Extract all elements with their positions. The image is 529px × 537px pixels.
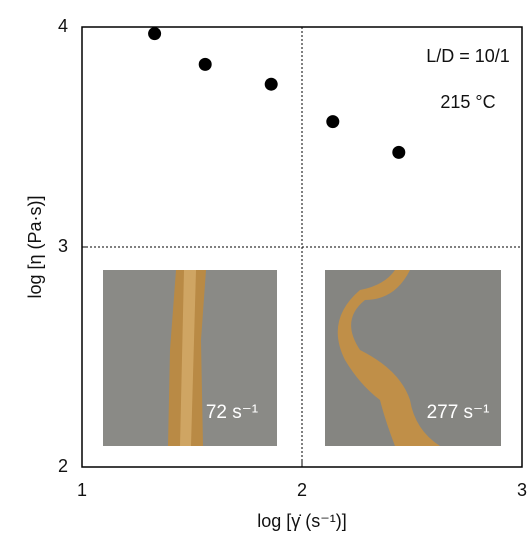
data-point — [264, 77, 278, 91]
data-point — [326, 115, 340, 129]
x-tick-label: 2 — [297, 480, 307, 500]
x-axis-label: log [γ̇ (s⁻¹)] — [257, 511, 347, 531]
y-tick-label: 4 — [58, 16, 68, 36]
y-tick-label: 2 — [58, 456, 68, 476]
photo-label: 277 s⁻¹ — [427, 402, 490, 423]
x-tick-label: 3 — [517, 480, 527, 500]
photo-label: 72 s⁻¹ — [206, 402, 258, 423]
y-axis-label: log [η (Pa·s)] — [25, 195, 45, 298]
annotation: 215 °C — [440, 92, 495, 112]
inset-photo — [325, 270, 501, 446]
data-point — [392, 145, 406, 159]
data-point — [198, 57, 212, 71]
y-tick-label: 3 — [58, 236, 68, 256]
data-point — [148, 27, 162, 41]
x-tick-label: 1 — [77, 480, 87, 500]
annotation: L/D = 10/1 — [426, 46, 510, 66]
inset-photo — [103, 270, 277, 446]
